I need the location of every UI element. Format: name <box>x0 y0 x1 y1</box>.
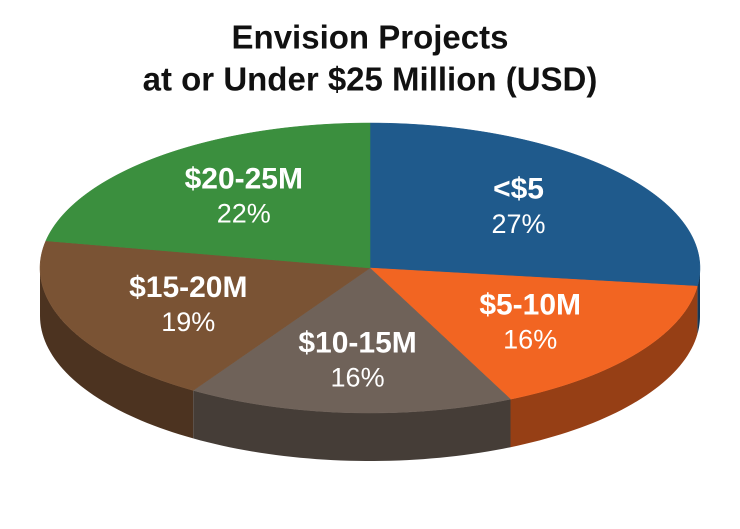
slice-value-label: 22% <box>217 199 271 229</box>
slice-value-label: 16% <box>331 363 385 393</box>
chart-title: at or Under $25 Million (USD) <box>143 61 598 98</box>
slice <box>369 267 698 400</box>
pie-tops <box>39 122 701 414</box>
chart-title: Envision Projects <box>232 19 509 56</box>
slice-side <box>510 286 698 448</box>
slice-value-label: 19% <box>161 307 215 337</box>
slice-side <box>40 268 194 439</box>
slice-label: <$5 <box>493 173 544 206</box>
slice <box>45 122 371 269</box>
slice-value-label: 16% <box>503 325 557 355</box>
slice-label: $5-10M <box>479 288 581 321</box>
slice <box>192 267 512 414</box>
slice-side <box>193 390 511 461</box>
slice-value-label: 27% <box>491 209 545 239</box>
slice-label: $15-20M <box>129 271 247 304</box>
slice-label: $20-25M <box>185 162 303 195</box>
slice <box>39 240 371 391</box>
pie-labels: <$527%$5-10M16%$10-15M16%$15-20M19%$20-2… <box>129 162 581 392</box>
slice-label: $10-15M <box>298 327 416 360</box>
slice <box>369 122 701 287</box>
